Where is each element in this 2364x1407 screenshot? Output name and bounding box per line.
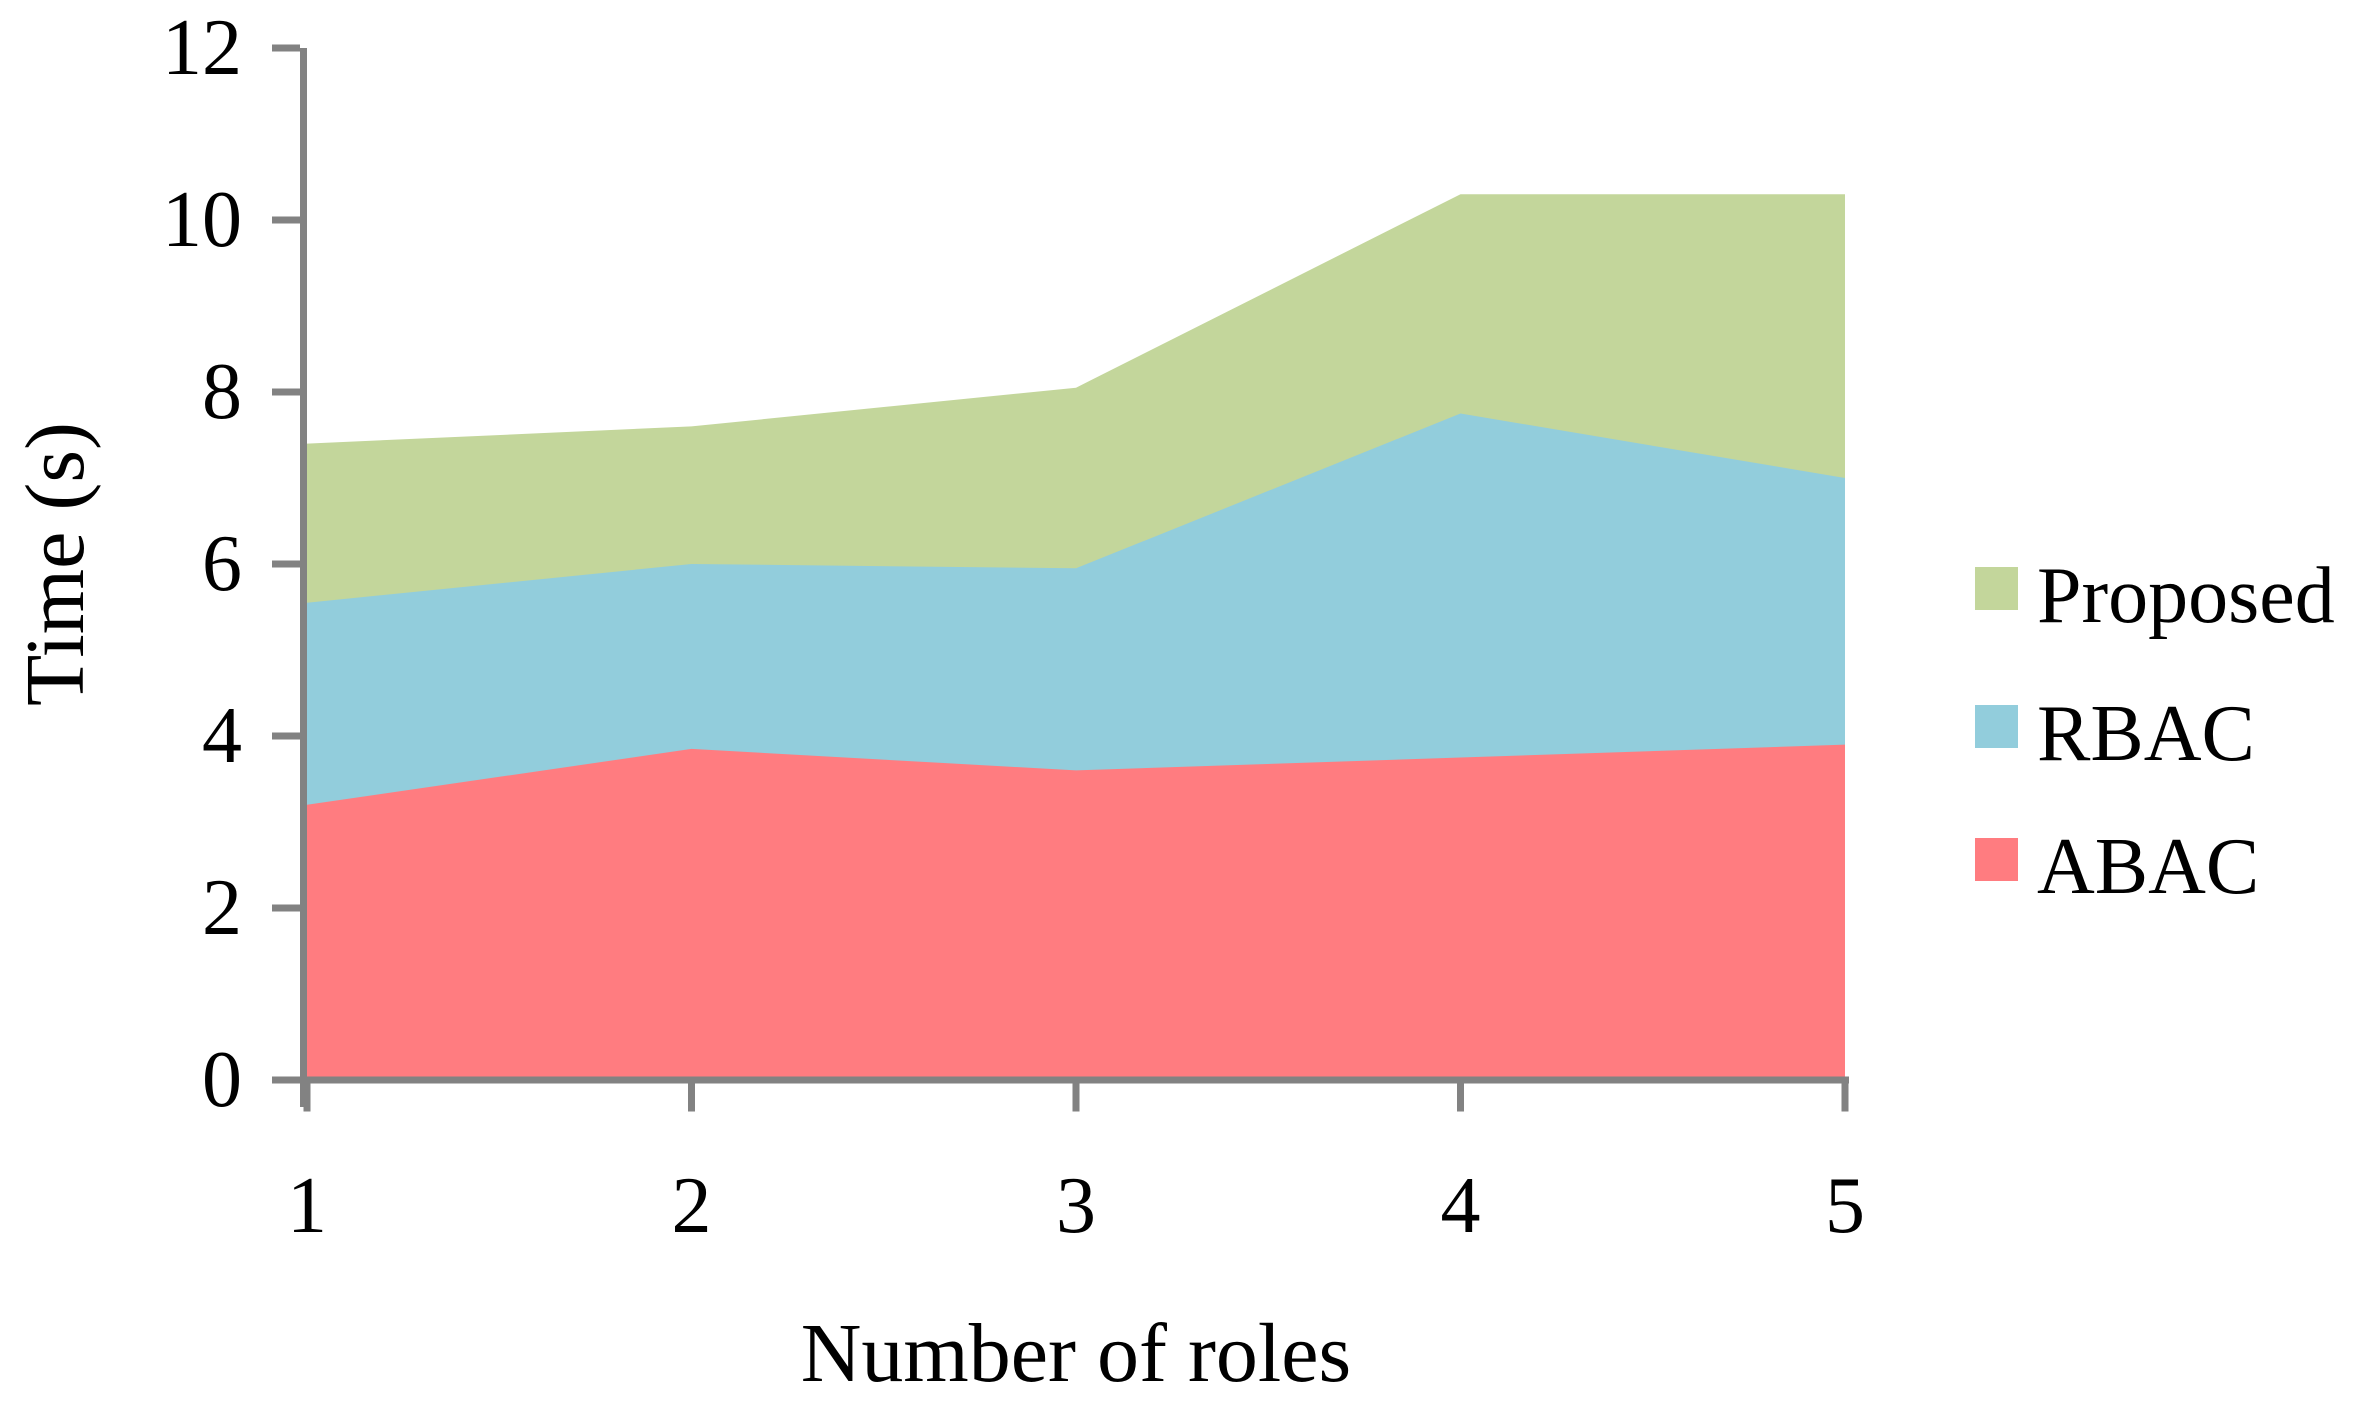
x-tick-mark <box>1072 1083 1080 1112</box>
x-tick-label: 2 <box>672 1162 712 1250</box>
legend-label-proposed: Proposed <box>2037 552 2335 640</box>
x-tick-label: 5 <box>1825 1162 1865 1250</box>
y-tick-label: 8 <box>202 348 242 436</box>
area-series-abac <box>307 744 1845 1080</box>
x-tick-mark <box>1841 1083 1849 1112</box>
y-tick-label: 6 <box>202 520 242 608</box>
x-tick-mark <box>688 1083 695 1112</box>
x-tick-label: 4 <box>1441 1162 1481 1250</box>
y-tick-label: 2 <box>202 864 242 952</box>
y-tick-mark <box>272 560 300 568</box>
y-axis-line <box>300 48 307 1107</box>
legend-swatch-proposed <box>1975 567 2018 610</box>
y-tick-mark <box>272 216 300 224</box>
y-tick-mark <box>272 388 300 396</box>
legend-swatch-abac <box>1975 838 2018 881</box>
y-tick-label: 0 <box>202 1036 242 1124</box>
y-tick-label: 4 <box>202 692 242 780</box>
y-tick-mark <box>272 732 300 740</box>
y-tick-mark <box>272 1076 300 1084</box>
legend-swatch-rbac <box>1975 705 2018 748</box>
legend-label-abac: ABAC <box>2037 823 2259 911</box>
x-tick-label: 3 <box>1056 1162 1096 1250</box>
x-tick-mark <box>1457 1083 1464 1112</box>
y-tick-label: 12 <box>162 4 242 92</box>
y-tick-mark <box>272 904 300 912</box>
legend-label-rbac: RBAC <box>2037 690 2255 778</box>
y-tick-label: 10 <box>162 176 242 264</box>
x-tick-label: 1 <box>287 1162 327 1250</box>
x-axis-line <box>300 1076 1849 1084</box>
y-tick-mark <box>272 44 300 52</box>
x-tick-mark <box>303 1083 311 1112</box>
